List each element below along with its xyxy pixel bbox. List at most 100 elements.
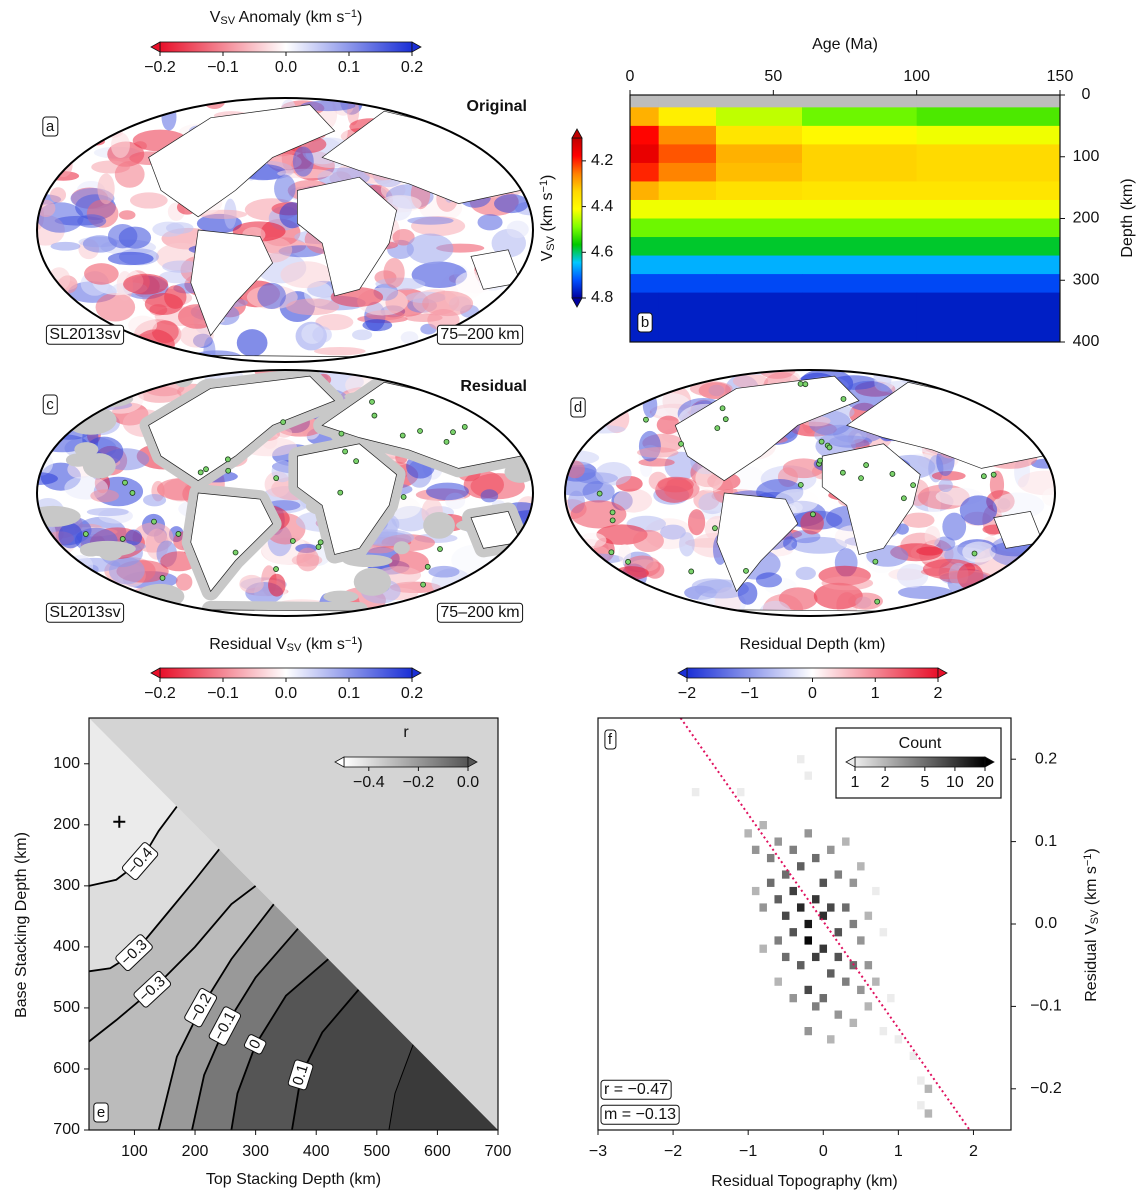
colorbar-tick-label: 2 bbox=[934, 685, 943, 702]
map-site bbox=[417, 428, 423, 434]
contour-label-box bbox=[208, 1006, 242, 1046]
map-site bbox=[280, 419, 287, 426]
colorbar bbox=[854, 756, 986, 768]
text-part: (km s bbox=[1083, 866, 1100, 910]
colorbar-arrow bbox=[411, 667, 422, 679]
heatmap-cell bbox=[716, 255, 803, 275]
map-anomaly bbox=[407, 216, 454, 225]
heatmap-cell bbox=[802, 255, 918, 275]
map-site bbox=[990, 471, 997, 478]
map-anomaly bbox=[783, 536, 798, 551]
map-anomaly bbox=[48, 267, 71, 291]
map-site bbox=[980, 473, 987, 480]
histogram-cell bbox=[827, 903, 835, 912]
map-tag-box bbox=[45, 602, 125, 623]
colorbar-title: VSV (km s−1) bbox=[538, 175, 557, 262]
map-anomaly bbox=[315, 314, 354, 331]
heatmap-cell bbox=[658, 181, 717, 201]
histogram-cell bbox=[887, 994, 895, 1003]
panel-label-box bbox=[93, 1102, 109, 1123]
histogram-cell bbox=[789, 994, 797, 1003]
histogram-cell bbox=[804, 829, 813, 838]
map-anomaly bbox=[755, 572, 783, 588]
stat-box bbox=[600, 1104, 680, 1125]
colorbar-tick-label: −0.1 bbox=[207, 59, 239, 76]
map-anomaly bbox=[938, 570, 993, 584]
heatmap-cell bbox=[716, 274, 803, 294]
map-anomaly bbox=[1017, 470, 1055, 496]
histogram-cell bbox=[834, 1010, 843, 1019]
histogram-cell bbox=[849, 878, 858, 887]
map-anomaly bbox=[296, 547, 320, 572]
map-anomaly bbox=[161, 103, 177, 131]
colorbar-arrow bbox=[677, 667, 688, 679]
map-site bbox=[151, 518, 157, 525]
map-anomaly bbox=[480, 489, 499, 503]
map-outline bbox=[36, 97, 534, 363]
map-anomaly bbox=[280, 261, 333, 289]
text-part: Residual Depth (km) bbox=[740, 636, 886, 653]
text-part: Anomaly (km s bbox=[235, 9, 344, 26]
map-site bbox=[722, 416, 729, 423]
map-anomaly bbox=[125, 529, 143, 546]
text-part: ) bbox=[357, 636, 362, 653]
map-site bbox=[678, 440, 684, 447]
colorbar bbox=[571, 137, 583, 299]
map-site bbox=[596, 490, 603, 497]
contour-line bbox=[88, 848, 220, 973]
heatmap-cell bbox=[630, 144, 660, 164]
histogram-cell bbox=[796, 862, 805, 871]
histogram-cell bbox=[819, 911, 828, 920]
map-site bbox=[369, 398, 375, 405]
colorbar-tick-label: −0.2 bbox=[403, 774, 435, 791]
y-tick-label: 400 bbox=[53, 938, 80, 955]
map-site bbox=[743, 567, 749, 574]
map-site bbox=[863, 462, 869, 468]
map-anomaly bbox=[638, 458, 675, 467]
heatmap-cell bbox=[658, 199, 717, 219]
histogram-cell bbox=[744, 829, 752, 838]
x-tick-label: −1 bbox=[739, 1143, 757, 1160]
map-masked bbox=[408, 370, 464, 387]
map-anomaly bbox=[175, 573, 193, 591]
colorbar-arrow bbox=[845, 756, 856, 768]
map-anomaly bbox=[425, 482, 469, 501]
histogram-cell bbox=[864, 1002, 873, 1011]
map-tag-box bbox=[436, 324, 524, 345]
map-site bbox=[910, 482, 917, 489]
map-anomaly bbox=[312, 326, 332, 343]
histogram-cell bbox=[872, 886, 880, 896]
map-anomaly bbox=[411, 261, 468, 289]
text-part: V bbox=[210, 9, 221, 26]
continent bbox=[674, 375, 860, 482]
colorbar-tick-label: −0.1 bbox=[207, 685, 239, 702]
histogram-cell bbox=[857, 936, 865, 945]
x-tick-label: 100 bbox=[121, 1143, 148, 1160]
heatmap-cell bbox=[658, 292, 717, 343]
heatmap-cell bbox=[716, 95, 803, 108]
map-masked bbox=[353, 567, 392, 596]
map-site bbox=[399, 432, 406, 439]
text-part: ) bbox=[1083, 848, 1100, 853]
text-part: SV bbox=[287, 642, 302, 654]
colorbar-title: Residual VSV (km s−1) bbox=[209, 635, 362, 654]
heatmap-cell bbox=[716, 237, 803, 257]
heatmap-cell bbox=[916, 144, 1061, 164]
heatmap-cell bbox=[802, 292, 918, 343]
colorbar bbox=[159, 667, 413, 679]
map-site bbox=[175, 531, 182, 537]
histogram-cell bbox=[736, 788, 745, 797]
colorbar-tick-label: 0 bbox=[808, 685, 817, 702]
histogram-cell bbox=[924, 1084, 933, 1093]
contour-label-group: 0.1 bbox=[287, 1059, 314, 1091]
map-site bbox=[810, 511, 816, 518]
map-anomaly bbox=[129, 192, 168, 209]
heatmap-cell bbox=[916, 292, 1061, 343]
map-site bbox=[971, 550, 978, 557]
map-site bbox=[337, 489, 344, 496]
continent bbox=[190, 229, 274, 337]
colorbar-tick-label: 1 bbox=[871, 685, 880, 702]
colorbar-arrow bbox=[984, 756, 995, 768]
map-anomaly bbox=[90, 489, 119, 503]
colorbar-tick-label: 0.2 bbox=[401, 685, 423, 702]
